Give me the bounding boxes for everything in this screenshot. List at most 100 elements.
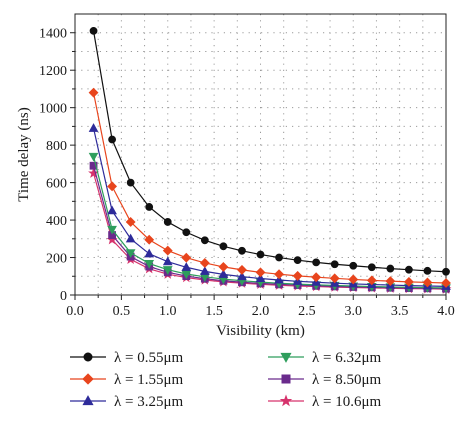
- x-tick-label: 3.5: [391, 304, 409, 319]
- data-point: [125, 217, 136, 227]
- legend-item: λ = 3.25μm: [70, 394, 184, 410]
- series-4: [88, 152, 451, 293]
- data-point: [145, 203, 154, 211]
- data-point: [162, 266, 173, 275]
- data-point: [89, 161, 98, 170]
- data-point: [125, 233, 136, 243]
- data-point: [275, 253, 283, 262]
- data-point: [88, 87, 99, 98]
- series-line: [92, 30, 447, 273]
- data-point: [125, 249, 136, 258]
- data-point: [274, 274, 284, 284]
- y-tick-label: 1000: [39, 102, 67, 117]
- data-point: [144, 248, 155, 258]
- data-point: [404, 265, 413, 274]
- x-tick-label: 4.0: [437, 304, 455, 319]
- data-point: [162, 245, 173, 256]
- legend-label: λ = 6.32μm: [312, 350, 382, 366]
- data-point: [182, 228, 191, 237]
- data-point: [200, 236, 209, 245]
- x-tick-label: 2.0: [252, 304, 270, 319]
- data-point: [311, 272, 322, 283]
- x-tick-label: 3.0: [345, 304, 363, 319]
- data-point: [293, 256, 302, 265]
- legend-item: λ = 1.55μm: [70, 372, 184, 388]
- data-point: [292, 270, 303, 281]
- data-point: [256, 250, 265, 259]
- series-1: [89, 26, 450, 276]
- legend-item: λ = 10.6μm: [268, 394, 382, 410]
- data-point: [200, 266, 210, 275]
- data-point: [255, 273, 266, 283]
- data-point: [441, 278, 451, 288]
- y-tick-label: 600: [46, 177, 67, 192]
- legend-marker: [281, 374, 291, 384]
- data-point: [367, 263, 376, 272]
- legend-marker: [83, 352, 93, 362]
- data-point: [218, 269, 229, 278]
- data-point: [403, 276, 414, 287]
- data-point: [442, 267, 450, 276]
- legend-item: λ = 0.55μm: [70, 350, 184, 366]
- legend-label: λ = 0.55μm: [114, 350, 184, 366]
- legend-item: λ = 8.50μm: [268, 372, 382, 388]
- legend-label: λ = 10.6μm: [312, 394, 382, 410]
- data-point: [163, 218, 172, 226]
- data-point: [330, 260, 339, 269]
- data-point: [144, 234, 155, 245]
- data-point: [237, 264, 247, 275]
- y-axis-title: Time delay (ns): [16, 107, 32, 201]
- data-point: [423, 266, 432, 275]
- x-tick-label: 0.0: [66, 304, 84, 319]
- data-point: [422, 277, 433, 288]
- legend-marker: [82, 373, 94, 385]
- series-3: [88, 123, 451, 290]
- axis-ticks: 0.0 0.5 1.0 1.5 2.0 2.5 3.0 3.5 4.0 0 200 400 600 800…: [39, 27, 455, 319]
- x-axis-title: Visibility (km): [216, 323, 305, 339]
- legend-label: λ = 1.55μm: [114, 372, 184, 388]
- legend-item: λ = 6.32μm: [268, 350, 382, 366]
- data-point: [312, 258, 321, 267]
- data-point: [107, 205, 117, 215]
- series-layer: [88, 26, 452, 294]
- legend-marker: [279, 394, 293, 407]
- data-point: [366, 275, 377, 286]
- data-point: [219, 242, 228, 251]
- data-point: [238, 246, 246, 255]
- data-point: [181, 262, 192, 271]
- y-tick-label: 400: [46, 214, 67, 229]
- y-tick-label: 1400: [39, 27, 67, 42]
- legend-marker: [280, 352, 292, 363]
- legend-label: λ = 3.25μm: [114, 394, 184, 410]
- data-point: [274, 269, 284, 280]
- data-point: [237, 271, 247, 281]
- legend-marker: [82, 395, 94, 406]
- x-tick-label: 1.5: [205, 304, 223, 319]
- data-point: [108, 135, 116, 144]
- data-point: [107, 225, 117, 235]
- y-tick-label: 0: [60, 289, 67, 304]
- data-point: [385, 276, 396, 287]
- data-point: [126, 178, 135, 187]
- data-point: [107, 181, 118, 192]
- data-point: [144, 259, 155, 269]
- x-tick-label: 1.0: [159, 304, 177, 319]
- data-point: [162, 256, 173, 266]
- data-point: [199, 258, 210, 268]
- series-2: [88, 87, 451, 288]
- data-point: [329, 273, 340, 284]
- series-6: [88, 167, 452, 294]
- data-point: [348, 274, 359, 285]
- legend: λ = 0.55μm λ = 1.55μm λ = 3.25μm λ = 6.32μm…: [70, 350, 382, 410]
- data-point: [89, 26, 98, 35]
- data-point: [255, 267, 266, 278]
- data-point: [218, 261, 229, 272]
- legend-label: λ = 8.50μm: [312, 372, 382, 388]
- data-point: [88, 152, 99, 162]
- data-point: [88, 123, 99, 132]
- data-point: [386, 264, 395, 273]
- data-point: [349, 261, 358, 270]
- y-tick-label: 1200: [39, 64, 67, 79]
- data-point: [181, 252, 192, 263]
